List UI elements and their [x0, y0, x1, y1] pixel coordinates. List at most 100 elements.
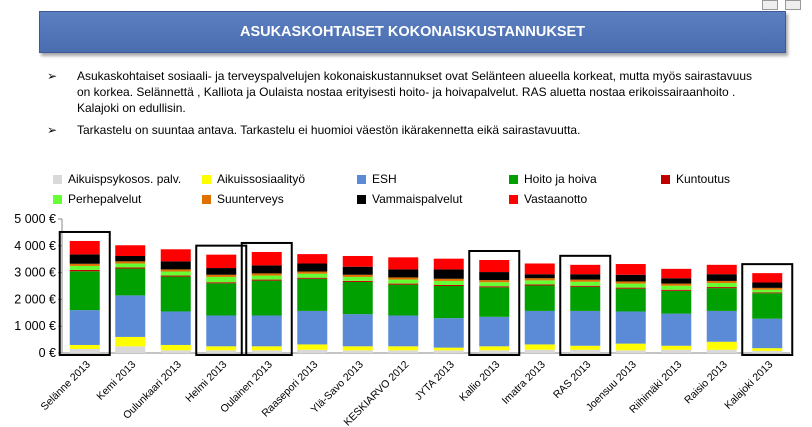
- bar-segment: [570, 310, 601, 346]
- bar-segment: [342, 281, 373, 315]
- bar-segment: [342, 274, 373, 277]
- bar-segment: [524, 310, 555, 345]
- bar-segment: [661, 283, 692, 286]
- bar-segment: [752, 289, 783, 293]
- bar-segment: [251, 265, 282, 274]
- bar-segment: [115, 295, 146, 337]
- bar-segment: [752, 350, 783, 353]
- bar-segment: [661, 278, 692, 284]
- bar-segment: [297, 344, 328, 350]
- bar-segment: [160, 344, 191, 351]
- bar-segment: [570, 286, 601, 311]
- close-icon[interactable]: [785, 0, 801, 10]
- bar-segment: [752, 348, 783, 351]
- bar-segment: [615, 287, 646, 289]
- bar-segment: [388, 257, 419, 270]
- bar-segment: [706, 264, 737, 275]
- bar-segment: [570, 274, 601, 280]
- y-tick-label: 3 000 €: [14, 266, 56, 280]
- bar-segment: [342, 266, 373, 275]
- bar-segment: [479, 346, 510, 351]
- bar-segment: [206, 254, 237, 269]
- bar-segment: [479, 350, 510, 353]
- legend-label: ESH: [372, 172, 397, 186]
- bullet-arrow-icon: ➢: [47, 69, 58, 83]
- bar-segment: [570, 345, 601, 350]
- bar-segment: [524, 285, 555, 311]
- legend-item: ESH: [357, 172, 397, 186]
- bar-segment: [297, 273, 328, 278]
- bar-segment: [251, 279, 282, 281]
- bullet-item: ➢ Tarkastelu on suuntaa antava. Tarkaste…: [47, 122, 767, 138]
- bar-segment: [661, 290, 692, 314]
- bar-segment: [524, 278, 555, 281]
- legend-swatch: [357, 174, 366, 184]
- slide-title: ASUKASKOHTAISET KOKONAISKUSTANNUKSET: [39, 11, 786, 53]
- legend-label: Hoito ja hoiva: [524, 172, 597, 186]
- bar-segment: [433, 284, 464, 286]
- bullet-list: ➢ Asukaskohtaiset sosiaali- ja terveyspa…: [47, 68, 767, 143]
- bar-segment: [661, 313, 692, 346]
- bar-segment: [251, 275, 282, 280]
- bar-segment: [570, 285, 601, 287]
- legend-item: Perhepalvelut: [53, 192, 141, 206]
- bar-segment: [433, 350, 464, 353]
- bar-segment: [342, 255, 373, 267]
- x-tick-label: Imatra 2013: [500, 359, 548, 407]
- bar-segment: [69, 310, 100, 345]
- bar-segment: [570, 349, 601, 353]
- bar-segment: [251, 315, 282, 347]
- bar-segment: [297, 278, 328, 311]
- bar-segment: [69, 344, 100, 349]
- x-tick-label: Helmi 2013: [183, 359, 229, 405]
- bar-segment: [706, 280, 737, 284]
- bar-segment: [115, 245, 146, 256]
- bar-segment: [706, 341, 737, 350]
- bar-segment: [160, 269, 191, 272]
- bar-segment: [206, 268, 237, 275]
- legend-item: Aikuissosiaalityö: [202, 172, 305, 186]
- bar-segment: [706, 287, 737, 289]
- legend-label: Aikuispsykosos. palv.: [68, 172, 182, 186]
- bar-segment: [342, 276, 373, 281]
- bar-segment: [661, 345, 692, 350]
- bar-segment: [479, 287, 510, 317]
- bar-segment: [388, 283, 419, 285]
- bar-segment: [115, 261, 146, 264]
- bar-segment: [69, 348, 100, 353]
- legend-label: Vastaanotto: [524, 192, 588, 206]
- bar-segment: [342, 350, 373, 353]
- bar-segment: [479, 316, 510, 347]
- bar-segment: [297, 310, 328, 345]
- bar-segment: [69, 271, 100, 311]
- y-tick-label: 5 000 €: [14, 212, 56, 226]
- bar-segment: [115, 268, 146, 296]
- bar-segment: [388, 279, 419, 284]
- bar-segment: [752, 282, 783, 288]
- bar-segment: [479, 260, 510, 273]
- bar-segment: [115, 336, 146, 347]
- bar-segment: [206, 283, 237, 316]
- bar-segment: [524, 274, 555, 279]
- bar-segment: [615, 283, 646, 288]
- bar-segment: [388, 277, 419, 280]
- bar-segment: [342, 314, 373, 347]
- restore-icon[interactable]: [762, 0, 778, 10]
- bar-segment: [297, 263, 328, 272]
- x-tick-label: JYTA 2013: [413, 359, 457, 403]
- bar-segment: [251, 273, 282, 276]
- bar-segment: [388, 346, 419, 351]
- bar-segment: [706, 288, 737, 311]
- y-tick-label: 0 €: [39, 346, 56, 360]
- bar-segment: [342, 346, 373, 351]
- bar-segment: [206, 282, 237, 284]
- bar-segment: [479, 280, 510, 283]
- legend-swatch: [202, 194, 211, 204]
- x-tick-label: Kalajoki 2013: [722, 359, 775, 412]
- highlight-box: [559, 254, 612, 356]
- bullet-arrow-icon: ➢: [47, 122, 58, 137]
- bar-segment: [570, 279, 601, 282]
- bar-segment: [388, 284, 419, 316]
- x-tick-label: Selänne 2013: [39, 359, 93, 413]
- bar-segment: [433, 269, 464, 279]
